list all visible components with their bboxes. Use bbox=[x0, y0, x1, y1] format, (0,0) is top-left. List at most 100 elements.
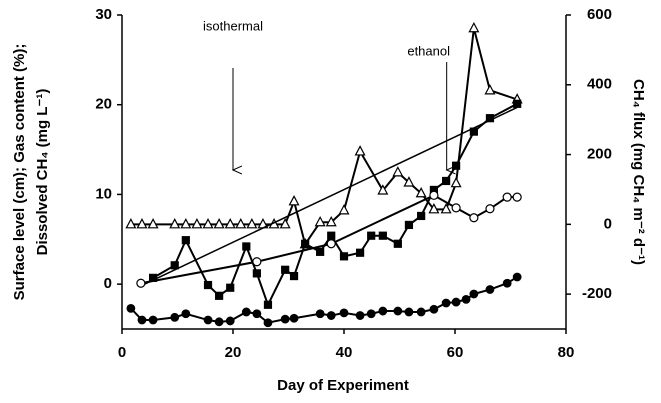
marker bbox=[354, 145, 366, 156]
marker bbox=[203, 315, 213, 325]
marker bbox=[289, 271, 299, 281]
marker bbox=[377, 184, 389, 195]
marker bbox=[404, 307, 414, 317]
marker bbox=[241, 307, 251, 317]
marker bbox=[355, 311, 365, 320]
y-tick-label: 10 bbox=[95, 185, 112, 202]
marker bbox=[263, 318, 273, 328]
marker bbox=[325, 215, 337, 227]
marker bbox=[415, 186, 427, 198]
marker bbox=[403, 176, 415, 187]
y2-tick-label: 600 bbox=[587, 6, 612, 23]
x-tick-label: 40 bbox=[336, 344, 353, 361]
marker bbox=[169, 218, 181, 229]
marker bbox=[301, 239, 310, 248]
marker bbox=[281, 265, 290, 274]
marker bbox=[416, 307, 426, 317]
marker bbox=[147, 218, 159, 229]
marker bbox=[339, 308, 349, 318]
annotation: ethanol bbox=[407, 43, 450, 58]
marker bbox=[136, 278, 146, 288]
marker bbox=[252, 257, 262, 267]
marker bbox=[513, 99, 522, 108]
x-axis-label: Day of Experiment bbox=[277, 377, 409, 394]
x-tick-label: 20 bbox=[225, 344, 242, 361]
marker bbox=[468, 21, 480, 33]
marker bbox=[246, 218, 258, 229]
marker bbox=[451, 297, 461, 307]
marker bbox=[280, 314, 290, 324]
marker bbox=[326, 239, 336, 249]
marker bbox=[512, 192, 522, 202]
y-axis-label: Dissolved CH₄ (mg L⁻¹) bbox=[34, 89, 51, 256]
marker bbox=[181, 236, 190, 245]
marker bbox=[417, 211, 426, 221]
marker bbox=[125, 218, 137, 229]
marker bbox=[485, 285, 495, 294]
marker bbox=[452, 161, 461, 170]
marker bbox=[224, 218, 236, 229]
marker bbox=[428, 203, 440, 214]
marker bbox=[442, 176, 451, 186]
marker bbox=[502, 192, 512, 202]
x-tick-label: 80 bbox=[558, 344, 575, 361]
marker bbox=[136, 218, 148, 229]
marker bbox=[512, 272, 522, 282]
marker bbox=[213, 218, 225, 229]
annotation: isothermal bbox=[203, 18, 263, 33]
y-tick-label: 30 bbox=[95, 6, 112, 23]
marker bbox=[355, 248, 365, 257]
x-tick-label: 0 bbox=[118, 344, 126, 361]
marker bbox=[366, 309, 376, 319]
series-line bbox=[140, 106, 518, 287]
marker bbox=[289, 313, 299, 323]
marker bbox=[367, 231, 376, 240]
marker bbox=[441, 298, 451, 308]
marker bbox=[393, 239, 402, 248]
marker bbox=[202, 218, 214, 229]
marker bbox=[170, 312, 180, 322]
marker bbox=[170, 261, 179, 270]
y2-axis-label: CH₄ flux (mg CH₄ m⁻² d⁻¹) bbox=[630, 79, 647, 265]
marker bbox=[484, 84, 496, 95]
y-tick-label: 0 bbox=[104, 275, 112, 292]
marker bbox=[181, 309, 191, 319]
marker bbox=[252, 309, 262, 319]
marker bbox=[235, 218, 247, 229]
marker bbox=[469, 289, 479, 299]
marker bbox=[429, 190, 439, 200]
y-axis-label: Surface level (cm); Gas content (%); bbox=[11, 44, 28, 301]
marker bbox=[338, 204, 350, 215]
series-line bbox=[130, 28, 518, 247]
marker bbox=[316, 247, 325, 256]
marker bbox=[502, 278, 512, 288]
y2-tick-label: -200 bbox=[582, 285, 612, 302]
marker bbox=[214, 317, 224, 327]
marker bbox=[440, 203, 452, 214]
y-tick-label: 20 bbox=[95, 96, 112, 113]
marker bbox=[461, 294, 471, 304]
marker bbox=[215, 291, 224, 300]
marker bbox=[392, 166, 404, 177]
marker bbox=[469, 213, 479, 223]
y2-tick-label: 400 bbox=[587, 76, 612, 93]
marker bbox=[225, 316, 235, 326]
marker bbox=[451, 203, 461, 213]
marker bbox=[315, 309, 325, 319]
marker bbox=[450, 176, 462, 188]
marker bbox=[263, 300, 273, 309]
marker bbox=[314, 215, 326, 227]
marker bbox=[252, 269, 261, 278]
marker bbox=[279, 218, 291, 229]
marker bbox=[242, 242, 251, 251]
marker bbox=[191, 218, 203, 229]
marker bbox=[180, 218, 192, 229]
marker bbox=[485, 204, 495, 214]
marker bbox=[429, 304, 439, 314]
marker bbox=[137, 315, 147, 325]
marker bbox=[326, 311, 336, 320]
marker bbox=[378, 306, 388, 316]
marker bbox=[288, 195, 300, 206]
marker bbox=[378, 231, 387, 240]
